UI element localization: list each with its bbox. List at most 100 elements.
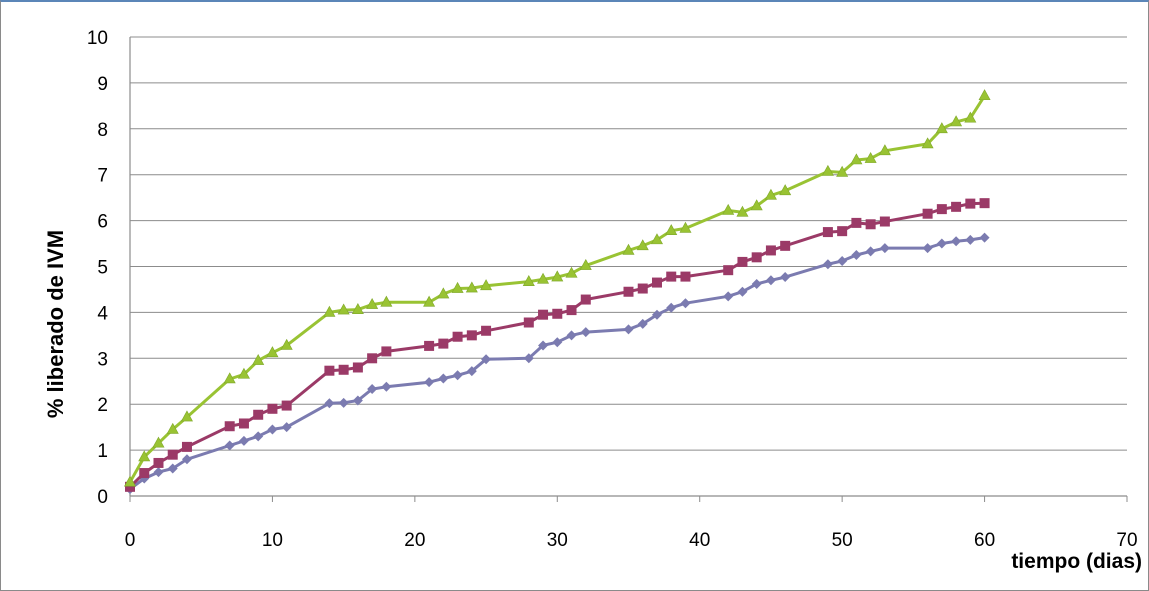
data-point — [851, 250, 862, 261]
axes — [129, 37, 1128, 502]
data-point — [623, 286, 634, 297]
data-point — [879, 243, 890, 254]
y-tick-label: 6 — [97, 212, 108, 233]
data-point — [936, 238, 947, 249]
data-point — [580, 327, 591, 338]
data-point — [367, 353, 378, 364]
data-point — [281, 400, 292, 411]
data-point — [751, 278, 762, 289]
data-point — [836, 165, 849, 177]
data-point — [821, 164, 834, 176]
data-point — [850, 153, 863, 165]
data-point — [964, 111, 977, 123]
data-point — [736, 205, 749, 217]
data-point — [252, 353, 265, 365]
y-tick-label: 8 — [97, 120, 108, 141]
data-point — [424, 377, 435, 388]
data-point — [280, 338, 293, 350]
data-point — [153, 467, 164, 478]
data-point — [750, 199, 763, 211]
x-tick-labels: 0 10 20 30 40 50 60 70 — [125, 530, 1138, 551]
series-1 — [125, 232, 990, 495]
data-point — [679, 221, 692, 233]
gridlines — [130, 36, 1127, 451]
data-point — [965, 234, 976, 245]
x-tick-label: 30 — [547, 530, 568, 551]
data-point — [237, 367, 250, 379]
data-point — [138, 450, 151, 462]
y-tick-label: 0 — [97, 487, 108, 508]
data-point — [566, 305, 577, 316]
data-point — [764, 188, 777, 200]
data-point — [951, 236, 962, 247]
data-point — [722, 203, 735, 215]
data-point — [723, 291, 734, 302]
data-point — [324, 398, 335, 409]
y-tick-labels: 0 1 2 3 4 5 6 7 8 9 10 — [87, 28, 109, 508]
data-point — [723, 265, 734, 276]
x-tick-label: 50 — [832, 530, 853, 551]
data-point — [351, 303, 364, 314]
data-point — [451, 281, 464, 293]
data-point — [523, 317, 534, 328]
data-point — [381, 381, 392, 392]
data-point — [680, 298, 691, 309]
data-point — [181, 454, 192, 465]
data-point — [780, 272, 791, 283]
data-point — [323, 305, 336, 317]
data-point — [224, 421, 235, 432]
data-point — [324, 365, 335, 376]
data-point — [452, 370, 463, 381]
data-point — [424, 340, 435, 351]
y-tick-label: 7 — [97, 166, 108, 187]
data-point — [936, 204, 947, 215]
data-point — [864, 152, 877, 163]
data-point — [423, 295, 436, 307]
data-point — [481, 325, 492, 336]
data-point — [266, 346, 279, 358]
data-point — [665, 224, 678, 235]
data-point — [238, 418, 249, 429]
data-point — [181, 441, 192, 452]
data-point — [951, 201, 962, 212]
data-point — [438, 338, 449, 349]
data-point — [438, 373, 449, 384]
data-point — [651, 309, 662, 320]
data-point — [637, 283, 648, 294]
data-point — [367, 384, 378, 395]
y-tick-label: 5 — [97, 258, 108, 279]
data-point — [139, 468, 150, 479]
data-point — [338, 397, 349, 408]
data-point — [267, 403, 278, 414]
data-point — [651, 277, 662, 288]
data-point — [965, 198, 976, 209]
data-point — [537, 272, 550, 284]
data-point — [650, 233, 663, 245]
x-tick-label: 40 — [689, 530, 710, 551]
data-point — [979, 198, 990, 209]
series-2 — [125, 198, 990, 492]
y-tick-label: 10 — [87, 28, 108, 49]
data-point — [579, 258, 592, 270]
data-point — [352, 395, 363, 406]
data-point — [765, 275, 776, 286]
data-point — [950, 115, 963, 127]
x-tick-label: 70 — [1116, 530, 1137, 551]
data-point — [352, 362, 363, 373]
x-tick-label: 20 — [404, 530, 425, 551]
data-point — [238, 435, 249, 446]
data-point — [366, 297, 379, 309]
data-point — [737, 286, 748, 297]
data-point — [465, 281, 478, 293]
data-point — [253, 431, 264, 442]
series-3 — [123, 89, 991, 487]
data-point — [153, 457, 164, 468]
data-point — [123, 475, 137, 487]
data-point — [125, 481, 135, 492]
data-point — [637, 318, 648, 329]
data-point — [879, 216, 890, 227]
data-point — [837, 226, 848, 237]
data-point — [580, 294, 591, 305]
data-point — [552, 337, 563, 348]
